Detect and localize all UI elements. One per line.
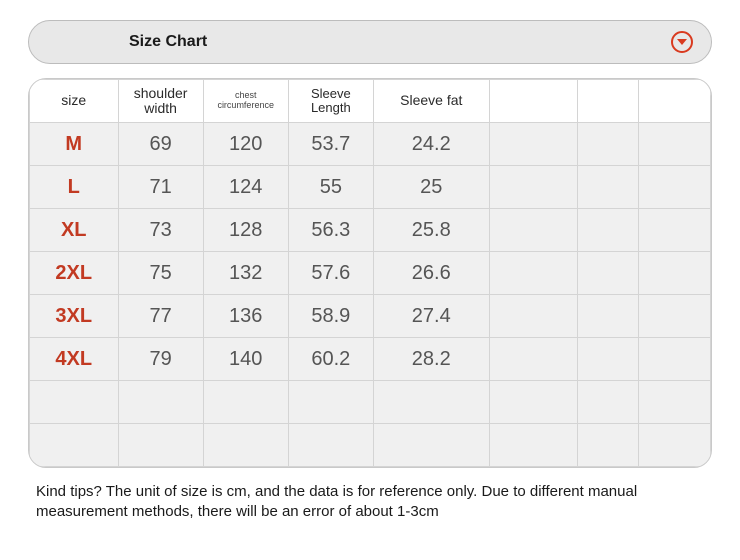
value-cell xyxy=(639,123,711,166)
value-cell: 120 xyxy=(203,123,288,166)
empty-cell: . xyxy=(373,381,489,424)
value-cell: 71 xyxy=(118,166,203,209)
value-cell: 128 xyxy=(203,209,288,252)
empty-cell: . xyxy=(373,424,489,467)
col-blank xyxy=(578,80,639,123)
value-cell xyxy=(489,123,578,166)
value-cell xyxy=(639,166,711,209)
value-cell xyxy=(489,252,578,295)
size-chart-table: size shoulder width chest circumference … xyxy=(29,79,711,467)
value-cell xyxy=(489,295,578,338)
value-cell xyxy=(489,209,578,252)
value-cell: 57.6 xyxy=(288,252,373,295)
empty-cell: . xyxy=(118,424,203,467)
empty-cell: . xyxy=(578,381,639,424)
value-cell: 73 xyxy=(118,209,203,252)
col-sleeve-fat: Sleeve fat xyxy=(373,80,489,123)
size-cell: 2XL xyxy=(30,252,119,295)
value-cell: 60.2 xyxy=(288,338,373,381)
table-row: M6912053.724.2 xyxy=(30,123,711,166)
value-cell: 27.4 xyxy=(373,295,489,338)
empty-cell: . xyxy=(203,381,288,424)
value-cell xyxy=(578,166,639,209)
value-cell: 53.7 xyxy=(288,123,373,166)
value-cell: 25.8 xyxy=(373,209,489,252)
value-cell xyxy=(578,295,639,338)
value-cell: 55 xyxy=(288,166,373,209)
value-cell: 24.2 xyxy=(373,123,489,166)
col-shoulder: shoulder width xyxy=(118,80,203,123)
value-cell xyxy=(578,338,639,381)
col-chest: chest circumference xyxy=(203,80,288,123)
size-cell: XL xyxy=(30,209,119,252)
table-header-row: size shoulder width chest circumference … xyxy=(30,80,711,123)
value-cell xyxy=(578,209,639,252)
empty-cell: . xyxy=(288,381,373,424)
table-row: L711245525 xyxy=(30,166,711,209)
value-cell xyxy=(639,338,711,381)
empty-cell: . xyxy=(288,424,373,467)
chevron-down-icon xyxy=(671,31,693,53)
value-cell: 140 xyxy=(203,338,288,381)
empty-cell: . xyxy=(639,424,711,467)
value-cell xyxy=(639,209,711,252)
col-size: size xyxy=(30,80,119,123)
col-blank xyxy=(489,80,578,123)
size-cell: 3XL xyxy=(30,295,119,338)
value-cell: 75 xyxy=(118,252,203,295)
size-cell: M xyxy=(30,123,119,166)
value-cell: 77 xyxy=(118,295,203,338)
value-cell: 58.9 xyxy=(288,295,373,338)
size-chart-table-wrap: size shoulder width chest circumference … xyxy=(28,78,712,468)
empty-cell: . xyxy=(489,381,578,424)
value-cell xyxy=(489,338,578,381)
empty-cell: . xyxy=(578,424,639,467)
col-sleeve-length: Sleeve Length xyxy=(288,80,373,123)
value-cell xyxy=(578,252,639,295)
table-row: 3XL7713658.927.4 xyxy=(30,295,711,338)
empty-cell: . xyxy=(30,381,119,424)
value-cell: 28.2 xyxy=(373,338,489,381)
value-cell xyxy=(489,166,578,209)
empty-cell: . xyxy=(489,424,578,467)
header-title: Size Chart xyxy=(129,33,207,51)
table-row-empty: ........ xyxy=(30,424,711,467)
empty-cell: . xyxy=(203,424,288,467)
value-cell xyxy=(639,252,711,295)
empty-cell: . xyxy=(30,424,119,467)
table-row: 2XL7513257.626.6 xyxy=(30,252,711,295)
size-chart-header[interactable]: Size Chart xyxy=(28,20,712,64)
value-cell: 69 xyxy=(118,123,203,166)
value-cell xyxy=(578,123,639,166)
value-cell: 25 xyxy=(373,166,489,209)
tips-text: Kind tips? The unit of size is cm, and t… xyxy=(28,468,712,523)
table-row-empty: ........ xyxy=(30,381,711,424)
empty-cell: . xyxy=(639,381,711,424)
value-cell: 124 xyxy=(203,166,288,209)
value-cell: 79 xyxy=(118,338,203,381)
table-row: 4XL7914060.228.2 xyxy=(30,338,711,381)
value-cell: 132 xyxy=(203,252,288,295)
empty-cell: . xyxy=(118,381,203,424)
value-cell: 56.3 xyxy=(288,209,373,252)
value-cell xyxy=(639,295,711,338)
size-cell: L xyxy=(30,166,119,209)
col-blank xyxy=(639,80,711,123)
table-row: XL7312856.325.8 xyxy=(30,209,711,252)
value-cell: 26.6 xyxy=(373,252,489,295)
value-cell: 136 xyxy=(203,295,288,338)
size-cell: 4XL xyxy=(30,338,119,381)
